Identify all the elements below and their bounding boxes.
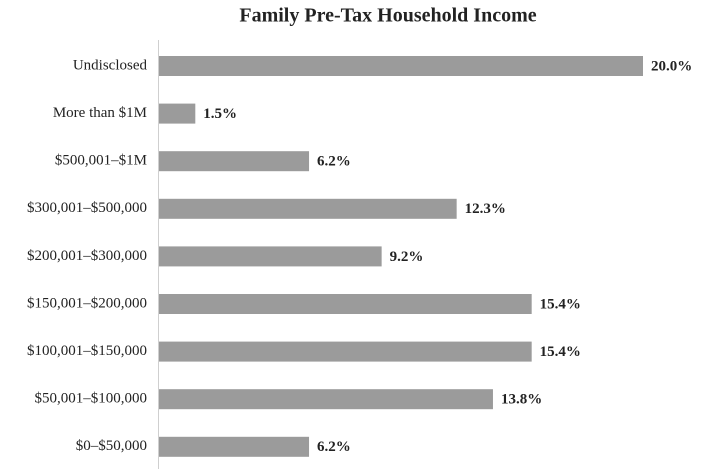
- chart-title: Family Pre-Tax Household Income: [239, 5, 536, 27]
- bar: [159, 198, 457, 219]
- category-label: $500,001–$1M: [55, 153, 147, 169]
- category-label: $200,001–$300,000: [27, 248, 147, 264]
- value-label: 9.2%: [390, 249, 424, 265]
- category-label: $100,001–$150,000: [27, 343, 147, 359]
- bar: [159, 151, 310, 172]
- value-label: 15.4%: [540, 296, 581, 312]
- category-label: Undisclosed: [73, 57, 148, 73]
- value-label: 1.5%: [203, 106, 237, 122]
- bar: [159, 56, 643, 76]
- category-label: $300,001–$500,000: [27, 200, 147, 216]
- category-label: More than $1M: [53, 105, 147, 121]
- bar: [159, 246, 382, 267]
- value-label: 6.2%: [317, 154, 351, 170]
- bar: [159, 294, 532, 314]
- category-label: $150,001–$200,000: [27, 295, 147, 311]
- category-label: $0–$50,000: [76, 438, 147, 454]
- value-label: 13.8%: [501, 392, 542, 408]
- value-label: 15.4%: [540, 344, 581, 360]
- category-label: $50,001–$100,000: [35, 391, 148, 407]
- bar: [159, 389, 493, 410]
- value-label: 20.0%: [651, 58, 692, 74]
- value-label: 6.2%: [317, 439, 351, 455]
- bar: [159, 341, 532, 362]
- bar: [159, 103, 196, 124]
- bar: [159, 436, 310, 457]
- value-label: 12.3%: [465, 201, 506, 217]
